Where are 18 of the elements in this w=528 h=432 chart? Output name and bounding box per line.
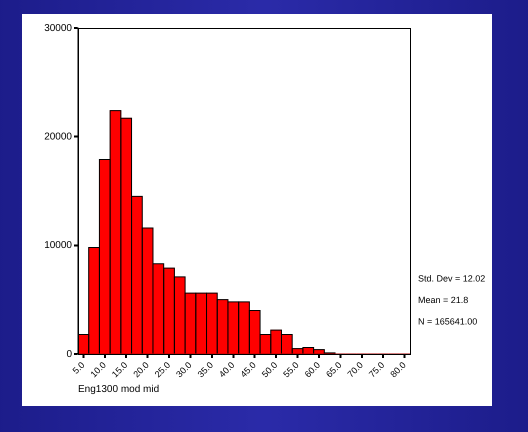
x-tick-label: 70.0 [346, 360, 365, 380]
x-tick-label: 35.0 [196, 360, 216, 380]
y-tick-label: 10000 [44, 240, 72, 252]
text: Std. Dev = 12.02 [418, 273, 486, 284]
text: Mean = 21.8 [418, 294, 468, 305]
x-tick-label: 45.0 [238, 360, 258, 380]
text: N = 165641.00 [418, 316, 478, 326]
x-tick-label: 65.0 [324, 360, 344, 380]
x-tick-label: 5.0 [70, 360, 87, 376]
x-tick-label: 60.0 [302, 360, 322, 380]
y-tick-label: 30000 [44, 22, 72, 34]
x-tick-label: 30.0 [174, 360, 194, 380]
y-tick-label: 20000 [44, 131, 72, 142]
x-axis-title: Eng1300 mod mid [78, 384, 160, 395]
x-tick-label: 75.0 [366, 360, 386, 380]
y-tick-label: 0 [66, 348, 72, 360]
x-tick-label: 40.0 [216, 360, 236, 380]
x-tick-label: 80.0 [388, 360, 408, 380]
